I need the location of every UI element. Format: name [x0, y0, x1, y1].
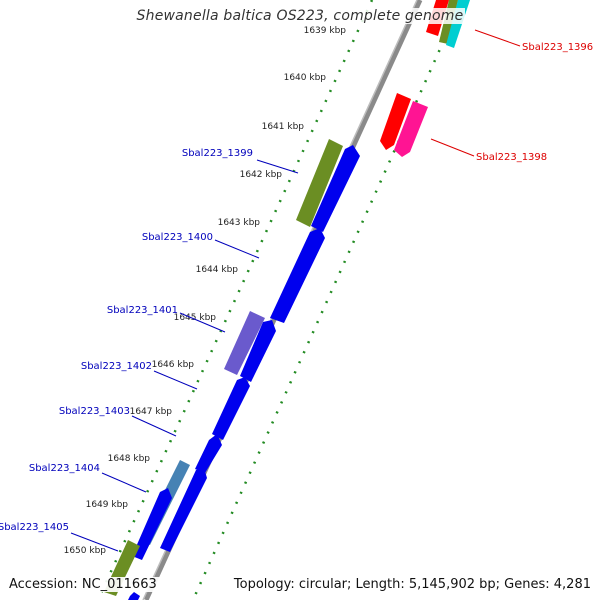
leader-line-sbal223-1398: [430, 138, 475, 157]
gene-label-sbal223-1402[interactable]: Sbal223_1402: [81, 361, 152, 372]
tick-label-1645: 1645 kbp: [174, 313, 217, 323]
gene-blue-bottom[interactable]: [128, 592, 140, 600]
leader-line-sbal223-1403: [131, 415, 177, 437]
tick-label-1650: 1650 kbp: [64, 546, 107, 556]
leader-line-sbal223-1401: [179, 312, 226, 333]
gene-blue-7[interactable]: [132, 488, 172, 560]
tick-label-1649: 1649 kbp: [86, 500, 129, 510]
gene-label-sbal223-1398[interactable]: Sbal223_1398: [476, 152, 547, 163]
leader-line-sbal223-1405: [70, 532, 119, 552]
gene-blue-3[interactable]: [240, 320, 276, 382]
gene-label-sbal223-1396[interactable]: Sbal223_1396: [522, 42, 593, 53]
tick-label-1643: 1643 kbp: [218, 218, 261, 228]
gene-sbal223-1399[interactable]: [296, 139, 343, 227]
tick-label-1641: 1641 kbp: [262, 122, 305, 132]
gene-label-sbal223-1400[interactable]: Sbal223_1400: [142, 232, 213, 243]
page-title: Shewanella baltica OS223, complete genom…: [134, 8, 466, 24]
topology-text: Topology: circular; Length: 5,145,902 bp…: [230, 577, 594, 592]
tick-label-1646: 1646 kbp: [152, 360, 195, 370]
leader-line-sbal223-1396: [474, 29, 521, 47]
gene-blue-1[interactable]: [311, 145, 360, 232]
gene-sbal223-1398-red[interactable]: [380, 93, 411, 150]
gene-label-sbal223-1405[interactable]: Sbal223_1405: [0, 522, 69, 533]
accession-text: Accession: NC_011663: [6, 577, 160, 592]
gene-blue-5[interactable]: [195, 434, 222, 473]
gene-blue-4[interactable]: [212, 377, 250, 440]
gene-label-sbal223-1401[interactable]: Sbal223_1401: [107, 305, 178, 316]
tick-label-1644: 1644 kbp: [196, 265, 239, 275]
leader-line-sbal223-1399: [256, 159, 299, 174]
gene-sbal223-1398-pink[interactable]: [394, 101, 428, 157]
tick-label-1642: 1642 kbp: [240, 170, 283, 180]
outer-dash-track: [191, 0, 464, 600]
gene-label-sbal223-1399[interactable]: Sbal223_1399: [182, 148, 253, 159]
left-dot-track: [96, 0, 374, 600]
gene-label-sbal223-1403[interactable]: Sbal223_1403: [59, 406, 130, 417]
gene-blue-6[interactable]: [160, 468, 207, 552]
leader-line-sbal223-1404: [101, 472, 147, 493]
gene-label-sbal223-1404[interactable]: Sbal223_1404: [29, 463, 100, 474]
leader-line-sbal223-1400: [214, 239, 260, 259]
tick-label-1640: 1640 kbp: [284, 73, 327, 83]
gene-purple-sbal223-1401[interactable]: [224, 311, 265, 375]
gene-blue-2[interactable]: [270, 228, 325, 323]
tick-label-1648: 1648 kbp: [108, 454, 151, 464]
leader-line-sbal223-1402: [153, 370, 198, 390]
tick-label-1639: 1639 kbp: [304, 26, 347, 36]
tick-label-1647: 1647 kbp: [130, 407, 173, 417]
